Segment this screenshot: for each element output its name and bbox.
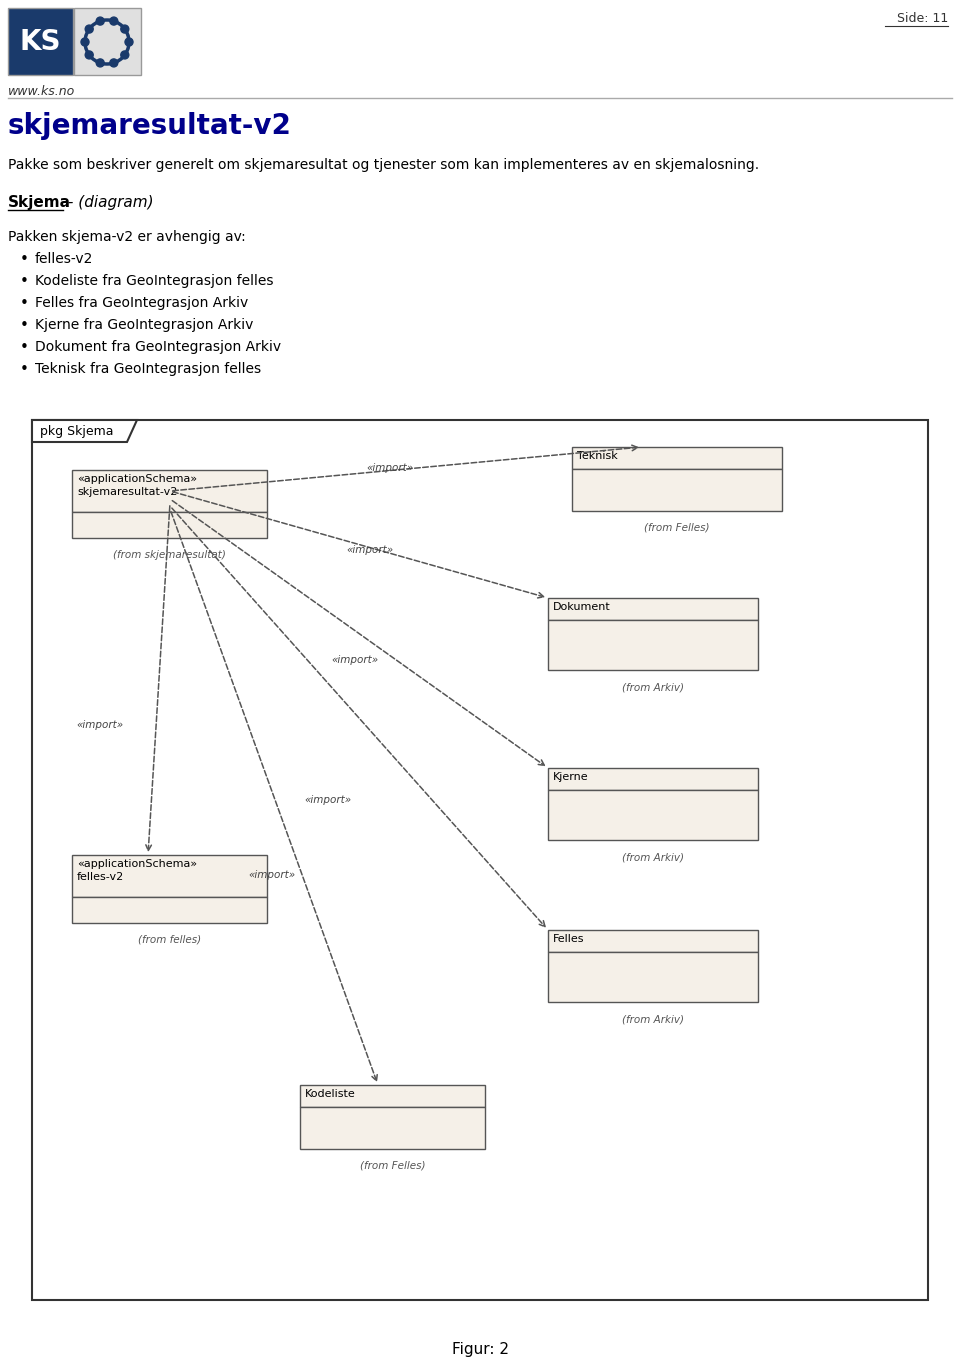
Text: (from skjemaresultat): (from skjemaresultat) [113,551,226,560]
Text: Kodeliste fra GeoIntegrasjon felles: Kodeliste fra GeoIntegrasjon felles [35,274,274,288]
Circle shape [109,59,118,67]
Bar [72,470,267,512]
Text: skjemaresultat-v2: skjemaresultat-v2 [77,487,178,497]
Bar [72,855,267,897]
Bar [300,1085,485,1107]
Text: (from Arkiv): (from Arkiv) [622,1014,684,1024]
Circle shape [85,50,93,59]
Text: skjemaresultat-v2: skjemaresultat-v2 [8,112,292,140]
Text: felles-v2: felles-v2 [35,252,93,266]
Bar [32,420,928,1300]
Text: pkg Skjema: pkg Skjema [40,425,113,438]
Text: - (diagram): - (diagram) [63,195,154,210]
Bar [548,791,758,840]
Text: felles-v2: felles-v2 [77,872,124,882]
Bar [548,767,758,791]
Circle shape [125,38,133,46]
Text: KS: KS [19,29,60,56]
Text: Skjema: Skjema [8,195,71,210]
Bar [572,447,782,469]
Text: «import»: «import» [249,870,296,880]
Text: «import»: «import» [347,545,394,555]
Circle shape [81,38,89,46]
Text: Felles fra GeoIntegrasjon Arkiv: Felles fra GeoIntegrasjon Arkiv [35,296,249,309]
Text: «import»: «import» [77,720,124,731]
Text: Felles: Felles [553,934,585,945]
Text: «import»: «import» [367,463,414,473]
Bar [548,620,758,671]
Bar [72,897,267,923]
Text: Side: 11: Side: 11 [897,12,948,25]
Text: (from Felles): (from Felles) [644,523,709,533]
Circle shape [85,25,93,33]
Text: Dokument fra GeoIntegrasjon Arkiv: Dokument fra GeoIntegrasjon Arkiv [35,339,281,354]
Text: (from Felles): (from Felles) [360,1161,425,1171]
Text: •: • [20,339,29,354]
Text: (from Arkiv): (from Arkiv) [622,852,684,861]
Bar [548,930,758,951]
Text: Teknisk: Teknisk [577,451,617,461]
Bar [74,8,141,75]
Text: Kjerne: Kjerne [553,771,588,782]
Circle shape [96,18,105,25]
Text: (from felles): (from felles) [138,935,201,945]
Circle shape [109,18,118,25]
Circle shape [121,50,129,59]
Text: •: • [20,363,29,378]
Bar [300,1107,485,1149]
Text: •: • [20,318,29,333]
Text: «import»: «import» [304,795,351,806]
Text: Figur: 2: Figur: 2 [451,1343,509,1358]
Text: Pakke som beskriver generelt om skjemaresultat og tjenester som kan implementere: Pakke som beskriver generelt om skjemare… [8,158,759,172]
Text: •: • [20,274,29,289]
Circle shape [96,59,105,67]
Text: «import»: «import» [331,656,378,665]
Text: «applicationSchema»: «applicationSchema» [77,474,197,484]
Bar [548,598,758,620]
Bar [548,951,758,1002]
Polygon shape [32,420,137,442]
Text: Dokument: Dokument [553,602,611,612]
Bar [72,512,267,538]
Bar [572,469,782,511]
Text: Kodeliste: Kodeliste [305,1089,356,1099]
Circle shape [121,25,129,33]
Text: www.ks.no: www.ks.no [8,85,75,98]
Text: (from Arkiv): (from Arkiv) [622,682,684,692]
Text: «applicationSchema»: «applicationSchema» [77,859,197,870]
Bar [8,8,73,75]
Text: •: • [20,252,29,267]
Text: Kjerne fra GeoIntegrasjon Arkiv: Kjerne fra GeoIntegrasjon Arkiv [35,318,253,333]
Text: Teknisk fra GeoIntegrasjon felles: Teknisk fra GeoIntegrasjon felles [35,363,261,376]
Text: •: • [20,296,29,311]
Text: Pakken skjema-v2 er avhengig av:: Pakken skjema-v2 er avhengig av: [8,230,246,244]
